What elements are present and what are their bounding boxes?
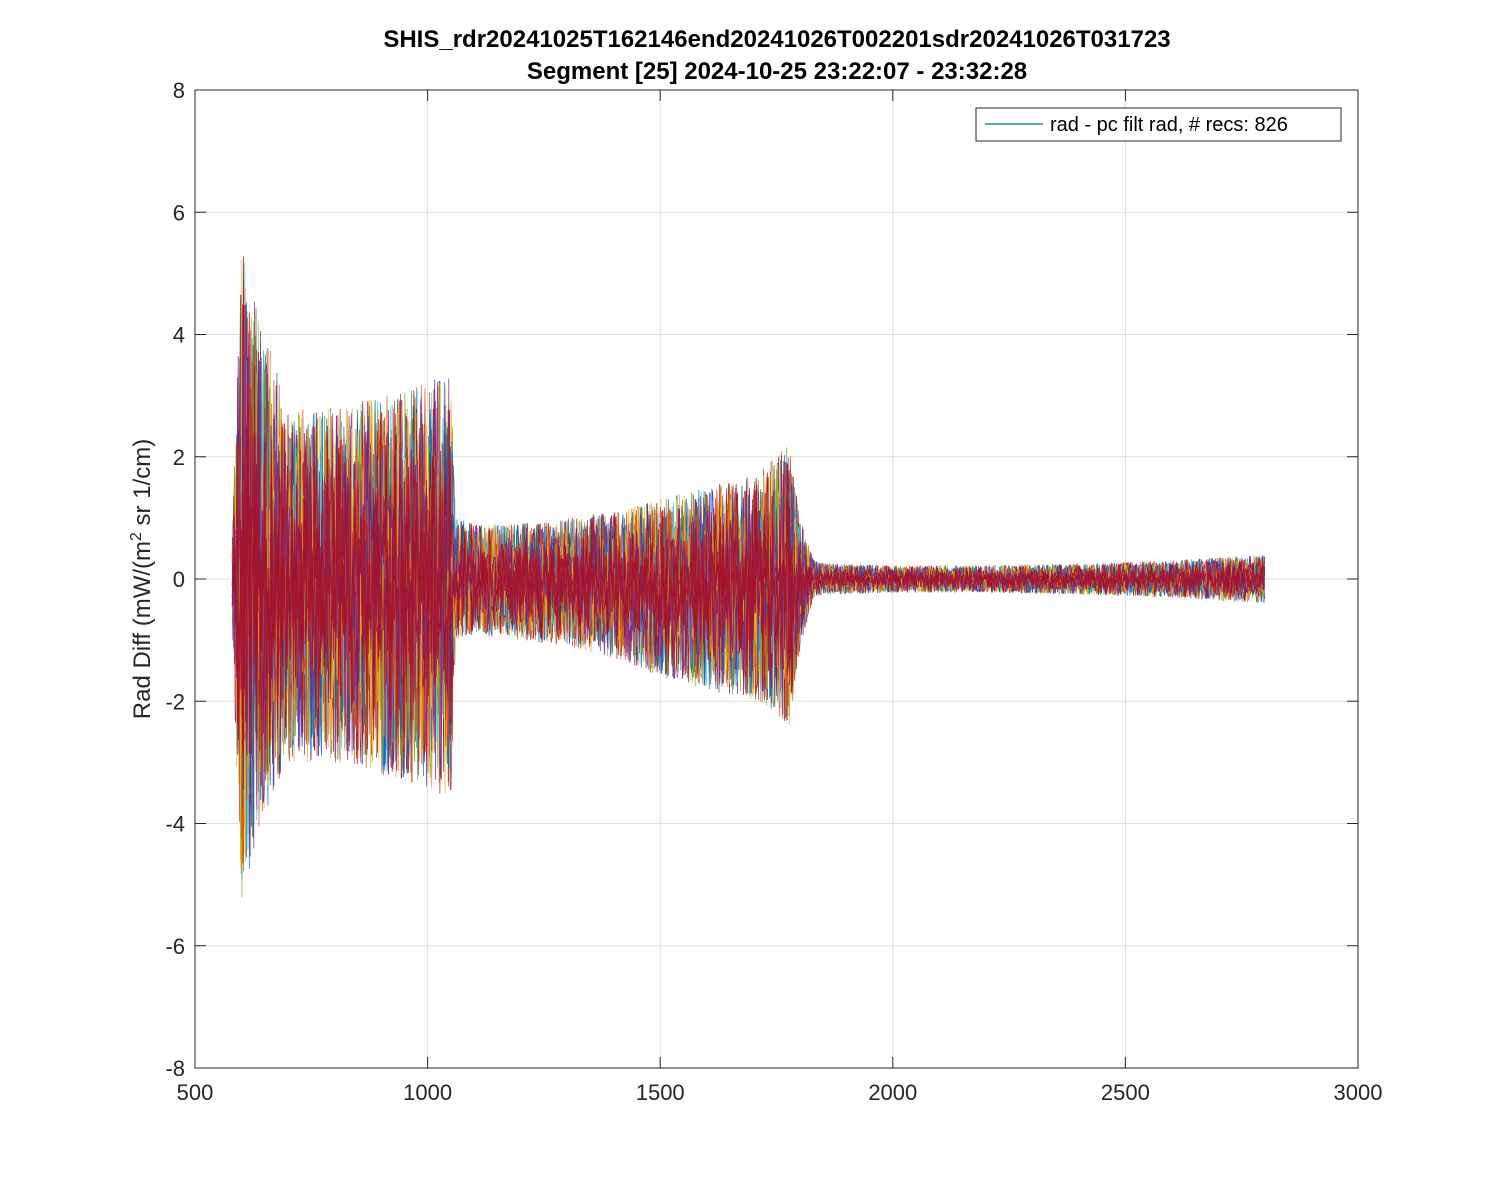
- y-tick-label: -6: [165, 934, 185, 959]
- y-tick-label: -4: [165, 812, 185, 837]
- y-axis-label: Rad Diff (mW/(m2 sr 1/cm): [128, 439, 156, 719]
- legend-label: rad - pc filt rad, # recs: 826: [1050, 114, 1288, 136]
- x-tick-labels: 500 1000 1500 2000 2500 3000: [177, 1080, 1383, 1105]
- x-tick-label: 1500: [636, 1080, 685, 1105]
- trace-line: [231, 351, 1265, 763]
- y-tick-label: 8: [173, 78, 185, 103]
- y-tick-labels: -8 -6 -4 -2 0 2 4 6 8: [165, 78, 185, 1081]
- x-tick-label: 2500: [1101, 1080, 1150, 1105]
- y-tick-label: 4: [173, 323, 185, 348]
- chart-title: SHIS_rdr20241025T162146end20241026T00220…: [383, 26, 1170, 53]
- y-axis-label-tail: sr 1/cm): [129, 439, 156, 532]
- x-tick-label: 2000: [868, 1080, 917, 1105]
- y-axis-label-superscript: 2: [128, 532, 145, 541]
- x-tick-label: 1000: [403, 1080, 452, 1105]
- x-tick-label: 500: [177, 1080, 214, 1105]
- y-tick-label: 6: [173, 200, 185, 225]
- x-tick-label: 3000: [1334, 1080, 1383, 1105]
- tick-marks: [194, 89, 1359, 1069]
- legend: rad - pc filt rad, # recs: 826: [975, 107, 1342, 142]
- y-tick-label: -8: [165, 1056, 185, 1081]
- y-tick-label: 0: [173, 567, 185, 592]
- chart-subtitle: Segment [25] 2024-10-25 23:22:07 - 23:32…: [527, 58, 1027, 85]
- y-axis-label-main: Rad Diff (mW/(m: [129, 541, 156, 719]
- y-tick-label: 2: [173, 445, 185, 470]
- data-traces: [231, 256, 1265, 898]
- y-tick-label: -2: [165, 689, 185, 714]
- trace-line: [231, 356, 1265, 857]
